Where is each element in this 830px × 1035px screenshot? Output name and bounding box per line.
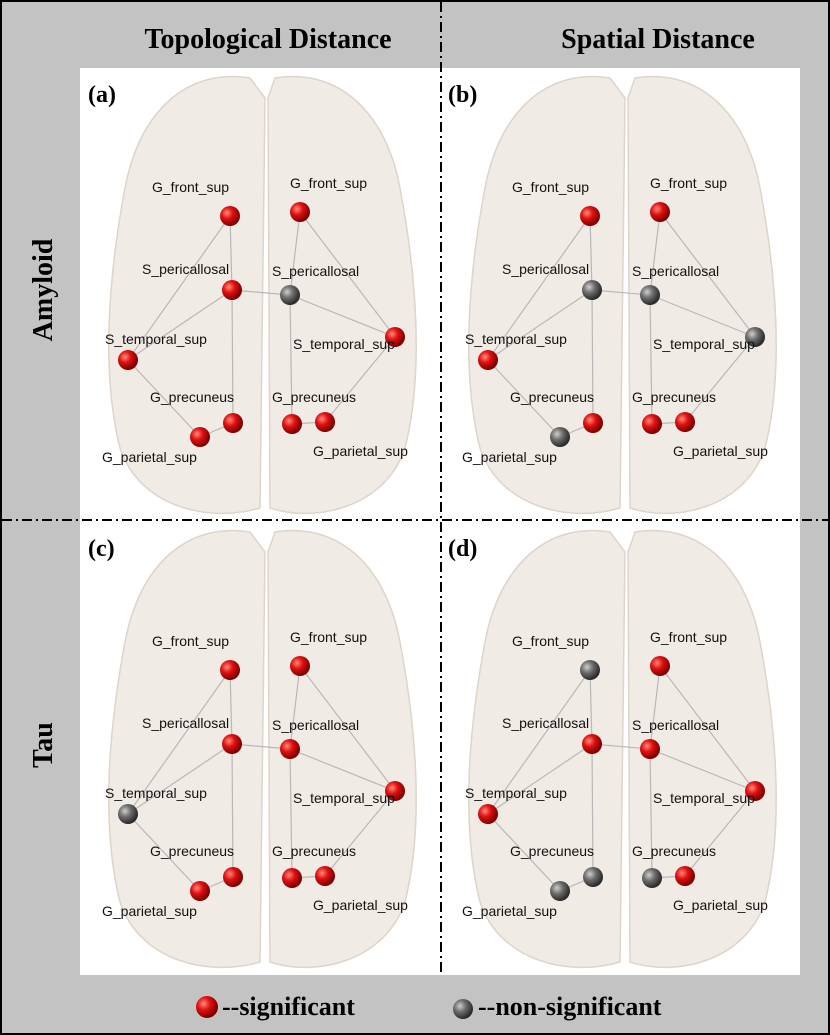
node — [190, 881, 210, 901]
node-label: G_parietal_sup — [462, 903, 557, 919]
node-label: G_front_sup — [512, 633, 589, 649]
node — [582, 280, 602, 300]
node-label: G_front_sup — [152, 633, 229, 649]
node — [280, 739, 300, 759]
node — [478, 804, 498, 824]
node — [118, 350, 138, 370]
node — [640, 739, 660, 759]
node — [642, 414, 662, 434]
node — [675, 866, 695, 886]
legend-marker — [453, 999, 473, 1019]
node-label: S_temporal_sup — [465, 785, 567, 801]
node — [223, 867, 243, 887]
node-label: G_front_sup — [650, 629, 727, 645]
node-label: S_temporal_sup — [653, 790, 755, 806]
node — [220, 660, 240, 680]
node — [315, 412, 335, 432]
node-label: S_temporal_sup — [465, 331, 567, 347]
node-label: G_precuneus — [510, 843, 594, 859]
node-label: G_precuneus — [150, 389, 234, 405]
node — [550, 427, 570, 447]
node — [550, 881, 570, 901]
node — [223, 413, 243, 433]
node-label: G_precuneus — [510, 389, 594, 405]
node — [222, 280, 242, 300]
node-label: G_precuneus — [272, 389, 356, 405]
node — [478, 350, 498, 370]
node-label: G_front_sup — [512, 179, 589, 195]
panel-label: (b) — [448, 82, 477, 108]
legend-label: --significant — [222, 992, 355, 1021]
node-label: G_precuneus — [150, 843, 234, 859]
node-label: S_pericallosal — [632, 717, 719, 733]
node-label: S_pericallosal — [142, 715, 229, 731]
node-label: S_temporal_sup — [293, 336, 395, 352]
node — [583, 413, 603, 433]
node — [282, 414, 302, 434]
node-label: G_parietal_sup — [673, 443, 768, 459]
node-label: G_parietal_sup — [313, 443, 408, 459]
node-label: S_pericallosal — [502, 261, 589, 277]
node-label: S_pericallosal — [632, 263, 719, 279]
node — [642, 868, 662, 888]
node-label: S_temporal_sup — [293, 790, 395, 806]
node-label: G_front_sup — [290, 175, 367, 191]
node — [580, 206, 600, 226]
node-label: S_temporal_sup — [105, 785, 207, 801]
panel-label: (a) — [88, 82, 116, 108]
node-label: G_parietal_sup — [462, 449, 557, 465]
node-label: S_pericallosal — [502, 715, 589, 731]
legend-label: --non-significant — [478, 992, 662, 1021]
column-header: Topological Distance — [144, 24, 391, 55]
node — [650, 656, 670, 676]
node — [580, 660, 600, 680]
node-label: G_parietal_sup — [673, 897, 768, 913]
node — [290, 656, 310, 676]
node — [650, 202, 670, 222]
node — [190, 427, 210, 447]
node-label: S_temporal_sup — [653, 336, 755, 352]
node — [280, 285, 300, 305]
row-header: Amyloid — [28, 238, 59, 341]
node-label: G_precuneus — [632, 843, 716, 859]
node-label: G_front_sup — [152, 179, 229, 195]
node-label: G_precuneus — [272, 843, 356, 859]
node — [220, 206, 240, 226]
node-label: G_front_sup — [290, 629, 367, 645]
column-header: Spatial Distance — [561, 24, 755, 55]
node-label: G_front_sup — [650, 175, 727, 191]
node — [282, 868, 302, 888]
node-label: G_parietal_sup — [313, 897, 408, 913]
node — [675, 412, 695, 432]
figure: (a) G_front_sup G_front_sup S_pericallosal S… — [0, 0, 830, 1035]
node — [222, 734, 242, 754]
node — [640, 285, 660, 305]
panel-label: (c) — [88, 536, 115, 562]
node-label: S_temporal_sup — [105, 331, 207, 347]
legend-marker — [196, 996, 218, 1018]
node — [583, 867, 603, 887]
node-label: G_precuneus — [632, 389, 716, 405]
node-label: G_parietal_sup — [102, 449, 197, 465]
node-label: S_pericallosal — [272, 263, 359, 279]
node-label: S_pericallosal — [142, 261, 229, 277]
node-label: G_parietal_sup — [102, 903, 197, 919]
node — [118, 804, 138, 824]
node — [290, 202, 310, 222]
node-label: S_pericallosal — [272, 717, 359, 733]
panel-label: (d) — [448, 536, 477, 562]
row-header: Tau — [28, 722, 59, 768]
node — [315, 866, 335, 886]
node — [582, 734, 602, 754]
